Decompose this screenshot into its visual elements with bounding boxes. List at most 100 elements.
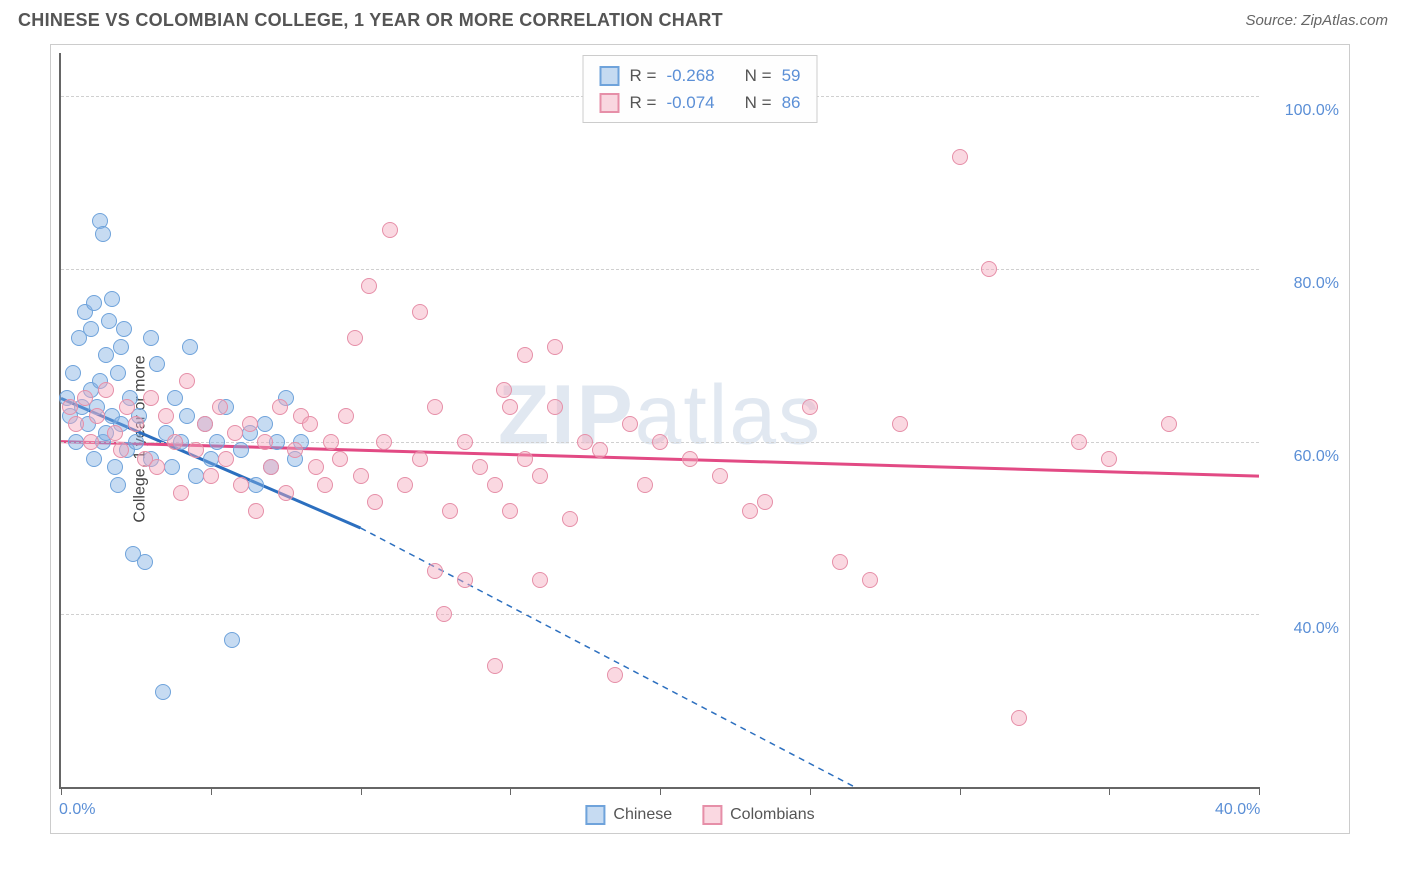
- gridline-h: [61, 269, 1259, 270]
- data-point: [457, 572, 473, 588]
- data-point: [1161, 416, 1177, 432]
- data-point: [367, 494, 383, 510]
- data-point: [652, 434, 668, 450]
- data-point: [412, 451, 428, 467]
- data-point: [107, 459, 123, 475]
- data-point: [952, 149, 968, 165]
- data-point: [83, 321, 99, 337]
- data-point: [149, 459, 165, 475]
- data-point: [257, 434, 273, 450]
- data-point: [113, 339, 129, 355]
- data-point: [742, 503, 758, 519]
- data-point: [233, 442, 249, 458]
- x-tick: [61, 787, 62, 795]
- data-point: [89, 408, 105, 424]
- data-point: [802, 399, 818, 415]
- r-label: R =: [630, 62, 657, 89]
- legend-row: R =-0.268N =59: [600, 62, 801, 89]
- data-point: [182, 339, 198, 355]
- data-point: [302, 416, 318, 432]
- data-point: [317, 477, 333, 493]
- legend-item: Chinese: [585, 805, 672, 825]
- x-max-label: 40.0%: [1215, 801, 1260, 819]
- data-point: [203, 451, 219, 467]
- data-point: [149, 356, 165, 372]
- data-point: [86, 295, 102, 311]
- legend-swatch: [585, 805, 605, 825]
- data-point: [472, 459, 488, 475]
- data-point: [209, 434, 225, 450]
- data-point: [110, 477, 126, 493]
- chart-title: CHINESE VS COLOMBIAN COLLEGE, 1 YEAR OR …: [18, 10, 723, 31]
- data-point: [263, 459, 279, 475]
- x-tick: [361, 787, 362, 795]
- data-point: [77, 390, 93, 406]
- data-point: [203, 468, 219, 484]
- data-point: [86, 451, 102, 467]
- legend-swatch: [702, 805, 722, 825]
- data-point: [981, 261, 997, 277]
- data-point: [272, 399, 288, 415]
- data-point: [1011, 710, 1027, 726]
- data-point: [104, 291, 120, 307]
- data-point: [65, 365, 81, 381]
- data-point: [248, 503, 264, 519]
- y-tick-label: 80.0%: [1294, 275, 1339, 293]
- data-point: [577, 434, 593, 450]
- data-point: [242, 416, 258, 432]
- data-point: [517, 347, 533, 363]
- n-label: N =: [745, 62, 772, 89]
- data-point: [248, 477, 264, 493]
- data-point: [257, 416, 273, 432]
- data-point: [167, 434, 183, 450]
- data-point: [95, 226, 111, 242]
- legend-row: R =-0.074N =86: [600, 89, 801, 116]
- data-point: [233, 477, 249, 493]
- data-point: [227, 425, 243, 441]
- data-point: [110, 365, 126, 381]
- data-point: [562, 511, 578, 527]
- data-point: [892, 416, 908, 432]
- data-point: [188, 468, 204, 484]
- x-tick: [1109, 787, 1110, 795]
- data-point: [68, 416, 84, 432]
- data-point: [436, 606, 452, 622]
- data-point: [338, 408, 354, 424]
- data-point: [427, 563, 443, 579]
- data-point: [83, 434, 99, 450]
- data-point: [487, 658, 503, 674]
- data-point: [622, 416, 638, 432]
- data-point: [502, 399, 518, 415]
- data-point: [361, 278, 377, 294]
- data-point: [128, 434, 144, 450]
- r-value: -0.074: [666, 89, 714, 116]
- n-value: 59: [782, 62, 801, 89]
- x-tick: [510, 787, 511, 795]
- data-point: [1071, 434, 1087, 450]
- chart-frame: College, 1 year or more ZIPatlas 40.0%60…: [50, 44, 1350, 834]
- data-point: [487, 477, 503, 493]
- data-point: [179, 373, 195, 389]
- data-point: [197, 416, 213, 432]
- data-point: [376, 434, 392, 450]
- legend-label: Chinese: [613, 806, 672, 824]
- data-point: [547, 339, 563, 355]
- n-value: 86: [782, 89, 801, 116]
- legend-item: Colombians: [702, 805, 814, 825]
- data-point: [323, 434, 339, 450]
- data-point: [107, 425, 123, 441]
- r-label: R =: [630, 89, 657, 116]
- data-point: [353, 468, 369, 484]
- x-tick: [211, 787, 212, 795]
- data-point: [116, 321, 132, 337]
- data-point: [517, 451, 533, 467]
- data-point: [137, 554, 153, 570]
- data-point: [832, 554, 848, 570]
- data-point: [397, 477, 413, 493]
- y-tick-label: 60.0%: [1294, 448, 1339, 466]
- data-point: [218, 451, 234, 467]
- data-point: [179, 408, 195, 424]
- data-point: [128, 416, 144, 432]
- data-point: [308, 459, 324, 475]
- data-point: [143, 390, 159, 406]
